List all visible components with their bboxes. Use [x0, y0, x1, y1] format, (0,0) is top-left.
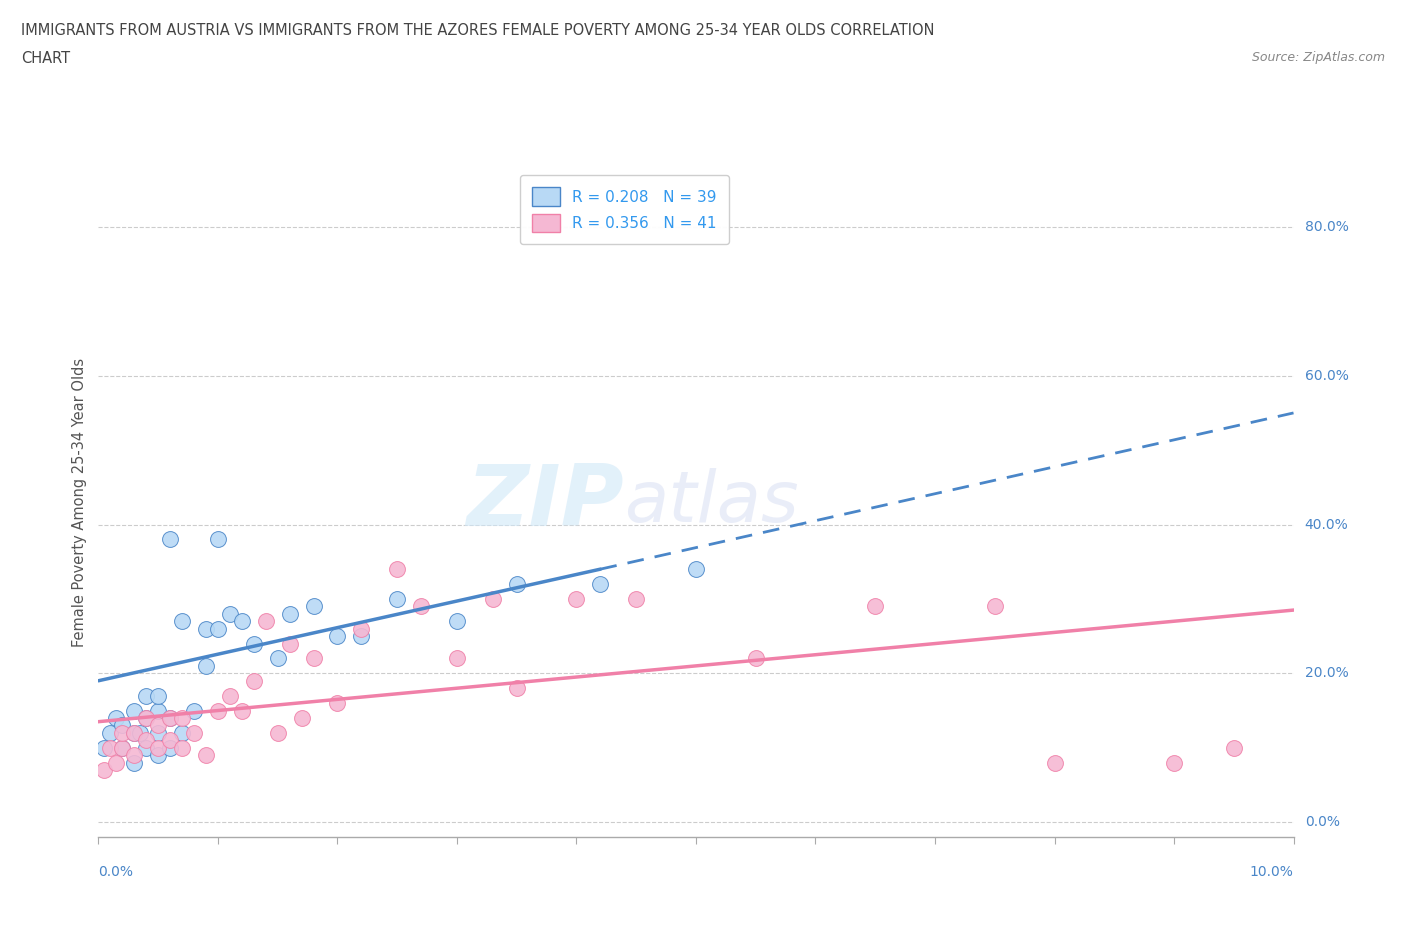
Point	[745, 651, 768, 666]
Text: atlas: atlas	[624, 468, 799, 537]
Point	[159, 532, 181, 547]
Point	[1163, 755, 1185, 770]
Point	[385, 591, 409, 606]
Point	[98, 725, 122, 740]
Text: 60.0%: 60.0%	[1305, 368, 1348, 383]
Legend: Immigrants from Austria, Immigrants from the Azores: Immigrants from Austria, Immigrants from…	[434, 925, 957, 930]
Point	[93, 763, 115, 777]
Point	[172, 711, 194, 725]
Point	[219, 606, 242, 621]
Point	[290, 711, 312, 725]
Point	[159, 733, 181, 748]
Point	[326, 629, 349, 644]
Point	[93, 740, 115, 755]
Point	[385, 562, 409, 577]
Text: IMMIGRANTS FROM AUSTRIA VS IMMIGRANTS FROM THE AZORES FEMALE POVERTY AMONG 25-34: IMMIGRANTS FROM AUSTRIA VS IMMIGRANTS FR…	[21, 23, 935, 38]
Point	[111, 740, 134, 755]
Point	[148, 703, 170, 718]
Y-axis label: Female Poverty Among 25-34 Year Olds: Female Poverty Among 25-34 Year Olds	[72, 358, 87, 646]
Point	[350, 621, 373, 636]
Point	[446, 651, 468, 666]
Point	[194, 621, 218, 636]
Point	[231, 703, 253, 718]
Point	[267, 651, 290, 666]
Point	[1223, 740, 1246, 755]
Point	[194, 748, 218, 763]
Text: Source: ZipAtlas.com: Source: ZipAtlas.com	[1251, 51, 1385, 64]
Point	[446, 614, 468, 629]
Point	[302, 651, 325, 666]
Point	[481, 591, 505, 606]
Point	[302, 599, 325, 614]
Text: 0.0%: 0.0%	[98, 865, 134, 879]
Point	[207, 703, 229, 718]
Point	[135, 688, 157, 703]
Text: CHART: CHART	[21, 51, 70, 66]
Point	[105, 755, 128, 770]
Point	[105, 711, 128, 725]
Point	[135, 740, 157, 755]
Point	[159, 711, 181, 725]
Point	[983, 599, 1005, 614]
Text: 80.0%: 80.0%	[1305, 219, 1348, 234]
Point	[565, 591, 588, 606]
Point	[159, 711, 181, 725]
Text: 0.0%: 0.0%	[1305, 815, 1340, 830]
Point	[194, 658, 218, 673]
Point	[411, 599, 433, 614]
Point	[326, 696, 349, 711]
Point	[148, 718, 170, 733]
Point	[148, 688, 170, 703]
Point	[124, 703, 146, 718]
Point	[124, 725, 146, 740]
Point	[278, 636, 301, 651]
Point	[135, 711, 157, 725]
Point	[172, 725, 194, 740]
Point	[207, 532, 229, 547]
Point	[865, 599, 887, 614]
Point	[685, 562, 707, 577]
Point	[135, 733, 157, 748]
Point	[111, 725, 134, 740]
Point	[207, 621, 229, 636]
Point	[231, 614, 253, 629]
Point	[506, 681, 529, 696]
Point	[124, 748, 146, 763]
Point	[506, 577, 529, 591]
Point	[148, 725, 170, 740]
Point	[254, 614, 277, 629]
Point	[111, 740, 134, 755]
Point	[172, 740, 194, 755]
Point	[183, 725, 205, 740]
Point	[183, 703, 205, 718]
Point	[148, 748, 170, 763]
Point	[111, 718, 134, 733]
Text: 10.0%: 10.0%	[1250, 865, 1294, 879]
Point	[172, 614, 194, 629]
Point	[219, 688, 242, 703]
Point	[148, 740, 170, 755]
Point	[1043, 755, 1066, 770]
Point	[350, 629, 373, 644]
Point	[267, 725, 290, 740]
Point	[243, 673, 266, 688]
Point	[624, 591, 647, 606]
Point	[243, 636, 266, 651]
Point	[98, 740, 122, 755]
Text: ZIP: ZIP	[467, 460, 624, 544]
Point	[124, 755, 146, 770]
Text: 40.0%: 40.0%	[1305, 517, 1348, 532]
Point	[159, 740, 181, 755]
Point	[135, 711, 157, 725]
Point	[278, 606, 301, 621]
Text: 20.0%: 20.0%	[1305, 666, 1348, 681]
Point	[124, 725, 146, 740]
Point	[129, 725, 152, 740]
Point	[589, 577, 612, 591]
